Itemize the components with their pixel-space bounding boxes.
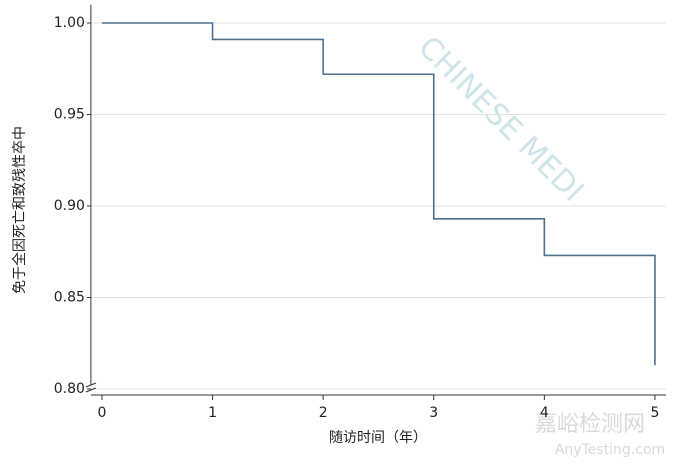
y-tick-label: 0.80 xyxy=(54,381,85,397)
x-tick-label: 3 xyxy=(429,405,438,421)
x-tick-label: 4 xyxy=(540,405,549,421)
x-tick-label: 5 xyxy=(650,405,659,421)
y-tick-label: 0.90 xyxy=(54,198,85,214)
y-tick-label: 0.95 xyxy=(54,107,85,123)
x-tick-label: 1 xyxy=(208,405,217,421)
y-tick-label: 1.00 xyxy=(54,15,85,31)
x-axis-title: 随访时间（年） xyxy=(329,430,427,446)
x-tick-label: 2 xyxy=(319,405,328,421)
x-tick-label: 0 xyxy=(97,405,106,421)
watermark: AnyTesting.com xyxy=(555,442,665,458)
axis-break xyxy=(85,382,97,393)
y-tick-label: 0.85 xyxy=(54,290,85,306)
watermark: CHINESE MEDI xyxy=(411,30,590,209)
y-axis-title: 免于全因死亡和致残性卒中 xyxy=(11,126,28,294)
survival-line xyxy=(101,22,656,366)
watermark: 嘉峪检测网 xyxy=(535,412,645,437)
